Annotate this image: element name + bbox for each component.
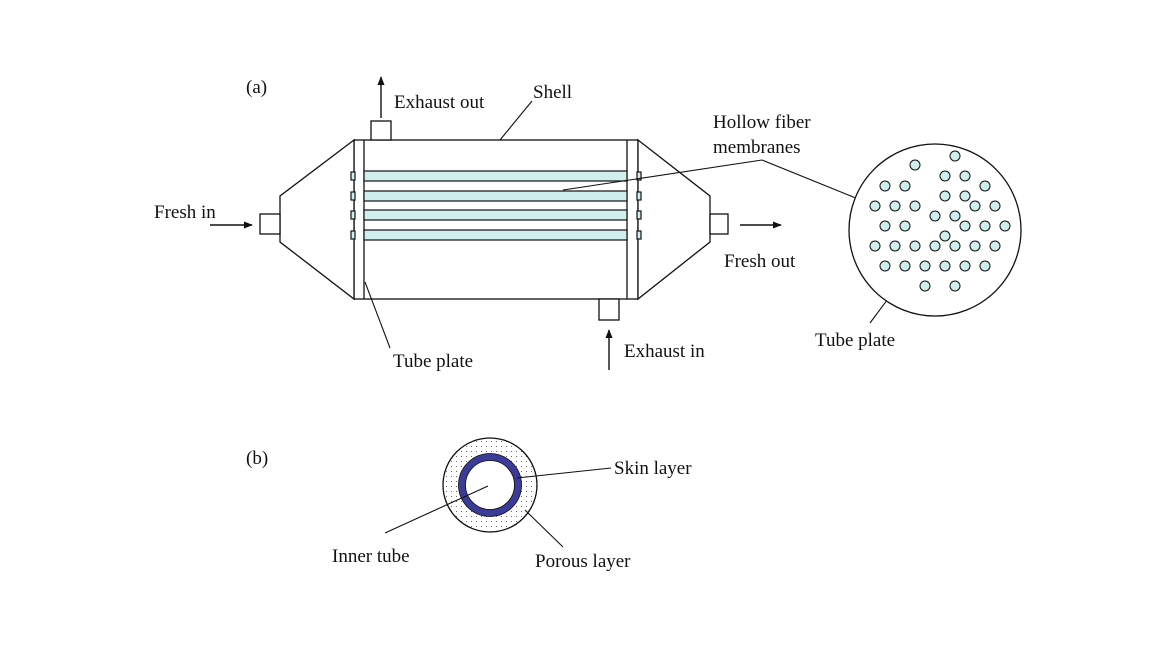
panel-b-leaders	[384, 467, 612, 548]
tube-plate-label-left: Tube plate	[393, 351, 473, 372]
tube-hole	[959, 220, 971, 232]
tube-hole	[949, 280, 961, 292]
tube-hole	[989, 240, 1001, 252]
tube-hole	[959, 190, 971, 202]
tube-hole	[899, 180, 911, 192]
skin-layer-ring	[458, 453, 522, 517]
tube-hole	[909, 240, 921, 252]
left-cone	[279, 138, 355, 301]
tube-hole	[889, 200, 901, 212]
hollow-fiber-label-line1: Hollow fiber	[713, 112, 811, 133]
hollow-fiber-bundle	[350, 170, 642, 241]
tube-hole	[959, 260, 971, 272]
tube-hole	[909, 200, 921, 212]
fiber-cross-section	[442, 437, 538, 533]
tube-hole	[869, 240, 881, 252]
fiber-end	[636, 230, 642, 240]
tube-hole	[879, 180, 891, 192]
tube-hole	[879, 260, 891, 272]
porous-layer-leader	[524, 509, 564, 548]
tube-hole	[979, 220, 991, 232]
porous-layer-label: Porous layer	[535, 551, 631, 572]
tube-hole	[949, 150, 961, 162]
tube-hole	[919, 280, 931, 292]
exhaust-inlet-stub	[598, 298, 620, 321]
right-cone	[637, 138, 711, 301]
skin-outer-edge	[458, 453, 522, 517]
tube-hole	[979, 260, 991, 272]
tube-hole	[889, 240, 901, 252]
tube-hole	[899, 220, 911, 232]
hollow-fiber	[363, 209, 628, 221]
fiber-end	[636, 171, 642, 181]
tube-hole	[939, 170, 951, 182]
tube-hole	[909, 159, 921, 171]
tube-hole	[989, 200, 1001, 212]
hollow-fiber-label-line2: membranes	[713, 137, 801, 158]
tube-hole	[949, 210, 961, 222]
tube-plate-label-right: Tube plate	[815, 330, 895, 351]
tube-hole	[969, 240, 981, 252]
shell-label: Shell	[533, 82, 572, 103]
exhaust-outlet-stub	[370, 120, 392, 141]
hollow-fiber	[363, 229, 628, 241]
fiber-end	[350, 230, 356, 240]
exhaust-in-label: Exhaust in	[624, 341, 705, 362]
fresh-outlet-stub	[709, 213, 729, 235]
fiber-leader-b	[761, 159, 874, 206]
fiber-end	[350, 191, 356, 201]
tube-hole	[929, 240, 941, 252]
inner-tube-label: Inner tube	[332, 546, 410, 567]
tube-hole	[949, 240, 961, 252]
fiber-end	[636, 191, 642, 201]
tube-hole	[959, 170, 971, 182]
tube-plate-cross-section	[848, 143, 1022, 317]
tube-hole	[939, 190, 951, 202]
fresh-in-label: Fresh in	[154, 202, 216, 223]
shell-leader	[499, 100, 533, 141]
skin-layer-label: Skin layer	[614, 458, 692, 479]
tube-plate-left-leader	[364, 281, 391, 349]
tube-hole	[919, 260, 931, 272]
tube-hole	[939, 230, 951, 242]
inner-tube-wall	[465, 460, 515, 510]
fiber-end	[350, 210, 356, 220]
inner-tube-leader	[384, 485, 489, 534]
tube-hole	[979, 180, 991, 192]
fresh-out-label: Fresh out	[724, 251, 796, 272]
fiber-end	[636, 210, 642, 220]
panel-a-label: (a)	[246, 77, 267, 98]
tube-hole	[999, 220, 1011, 232]
tube-hole	[939, 260, 951, 272]
fresh-inlet-stub	[259, 213, 281, 235]
skin-layer-leader	[516, 467, 612, 479]
exhaust-out-label: Exhaust out	[394, 92, 485, 113]
tube-hole	[869, 200, 881, 212]
tube-plate-disc	[848, 143, 1022, 317]
flow-arrows	[210, 76, 782, 370]
panel-b-label: (b)	[246, 448, 268, 469]
tube-hole	[899, 260, 911, 272]
tube-hole	[879, 220, 891, 232]
fiber-leader-a	[562, 159, 763, 191]
hollow-fiber	[363, 170, 628, 182]
fiber-end	[350, 171, 356, 181]
hollow-fiber	[363, 190, 628, 202]
tube-hole	[969, 200, 981, 212]
tube-hole	[929, 210, 941, 222]
